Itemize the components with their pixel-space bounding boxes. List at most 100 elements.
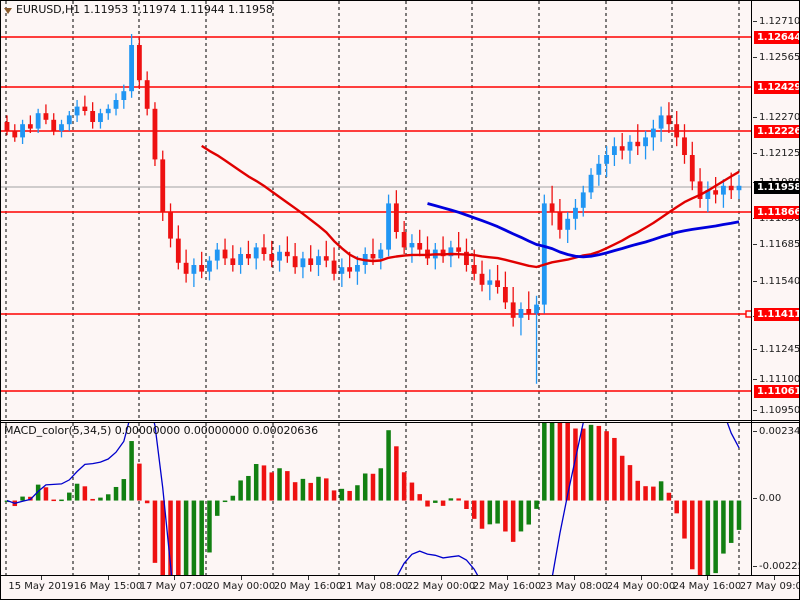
candle-body (113, 100, 119, 109)
candle-body (479, 273, 485, 285)
macd-histogram-bar (59, 499, 64, 502)
macd-histogram-bar (588, 424, 594, 501)
macd-histogram-bar (362, 473, 368, 501)
price-axis[interactable]: 1.127101.125651.122701.121251.119801.118… (752, 1, 800, 419)
macd-histogram-bar (464, 500, 469, 510)
triangle-down-icon[interactable] (4, 8, 12, 14)
candle-body (121, 91, 127, 100)
price-level-label[interactable]: 1.11866 (754, 206, 800, 219)
price-chart-pane[interactable] (1, 1, 751, 419)
macd-histogram-bar (557, 423, 563, 501)
candle-body (409, 243, 415, 248)
macd-histogram-bar (222, 500, 228, 503)
price-level-handle[interactable] (745, 310, 751, 318)
candle-body (59, 124, 64, 131)
macd-histogram-bar (503, 500, 508, 532)
macd-histogram-bar (238, 480, 243, 501)
macd-histogram-bar (191, 500, 197, 575)
price-tick-mark (753, 117, 757, 118)
macd-histogram-bar (355, 485, 360, 501)
macd-tick-label: 0.0023435 (759, 426, 800, 437)
candle-body (487, 280, 493, 285)
macd-histogram (4, 423, 742, 575)
macd-histogram-bar (308, 482, 313, 501)
price-level-label[interactable]: 1.11411 (754, 308, 800, 321)
candlestick-series (4, 34, 742, 384)
time-tick-label: 23 May 08:00 (539, 581, 609, 592)
price-tick-label: 1.11685 (759, 239, 800, 250)
price-tick-label: 1.11540 (759, 276, 800, 287)
candle-body (308, 258, 314, 265)
macd-indicator-pane[interactable] (1, 423, 751, 575)
macd-histogram-bar (643, 486, 648, 501)
macd-histogram-bar (697, 500, 703, 575)
candle-body (90, 111, 96, 122)
candle-body (168, 212, 173, 239)
macd-histogram-bar (253, 464, 259, 501)
macd-histogram-bar (339, 488, 345, 501)
candle-body (417, 243, 423, 250)
candle-body (136, 45, 142, 81)
price-tick-mark (753, 410, 757, 411)
candle-body (245, 254, 251, 259)
price-level-label[interactable]: 1.12226 (754, 125, 800, 138)
time-axis[interactable]: 15 May 2019 16 May 15:00 17 May 07:00 20 Ma… (1, 576, 800, 599)
price-tick-mark (753, 57, 757, 58)
candle-body (658, 115, 664, 129)
candle-body (393, 203, 399, 232)
candle-body (588, 174, 594, 193)
macd-histogram-bar (713, 500, 718, 574)
macd-tick-mark (753, 498, 757, 499)
current-price-label: 1.11958 (754, 181, 800, 194)
macd-histogram-bar (394, 446, 399, 501)
candle-body (580, 192, 586, 208)
time-tick-label: 24 May 16:00 (672, 581, 742, 592)
candle-body (401, 232, 407, 248)
macd-histogram-bar (736, 500, 742, 530)
time-tick-label: 27 May 09:00 (739, 581, 800, 592)
macd-histogram-bar (682, 500, 687, 539)
candle-body (713, 190, 719, 195)
price-tick-label: 1.11100 (759, 374, 800, 385)
candle-body (175, 238, 181, 263)
price-level-label[interactable]: 1.12644 (754, 31, 800, 44)
candle-body (705, 190, 711, 199)
time-tick-label: 20 May 16:00 (273, 581, 343, 592)
candle-body (129, 45, 135, 92)
time-tick-mark (641, 576, 642, 580)
macd-axis: 0.0023435 0.00 -0.0022500 (752, 423, 800, 575)
macd-histogram-bar (277, 468, 282, 501)
price-tick-mark (753, 244, 757, 245)
candle-body (378, 249, 384, 259)
price-level-label[interactable]: 1.11061 (754, 385, 800, 398)
candle-body (160, 159, 166, 213)
macd-histogram-bar (635, 480, 641, 501)
candle-body (331, 260, 337, 274)
candle-body (502, 287, 508, 303)
macd-histogram-bar (690, 500, 695, 570)
time-tick-mark (441, 576, 442, 580)
macd-histogram-bar (20, 496, 25, 501)
candle-body (261, 247, 267, 254)
candle-body (370, 254, 376, 259)
candle-body (12, 130, 18, 138)
macd-histogram-bar (573, 428, 578, 501)
candle-body (199, 265, 205, 272)
time-tick-mark (308, 576, 309, 580)
macd-histogram-bar (160, 500, 166, 575)
candle-body (316, 256, 321, 265)
candle-body (573, 207, 578, 219)
price-level-label[interactable]: 1.12429 (754, 81, 800, 94)
macd-histogram-bar (105, 494, 111, 501)
price-tick-label: 1.12270 (759, 112, 800, 123)
candle-body (4, 122, 10, 131)
price-tick-label: 1.10950 (759, 405, 800, 416)
time-tick-label: 15 May 2019 (8, 581, 74, 592)
macd-histogram-bar (417, 494, 422, 501)
macd-chart-canvas[interactable] (1, 423, 751, 575)
macd-histogram-bar (121, 479, 127, 501)
price-chart-canvas[interactable] (1, 1, 751, 419)
candle-body (565, 218, 571, 230)
macd-histogram-bar (144, 500, 150, 504)
